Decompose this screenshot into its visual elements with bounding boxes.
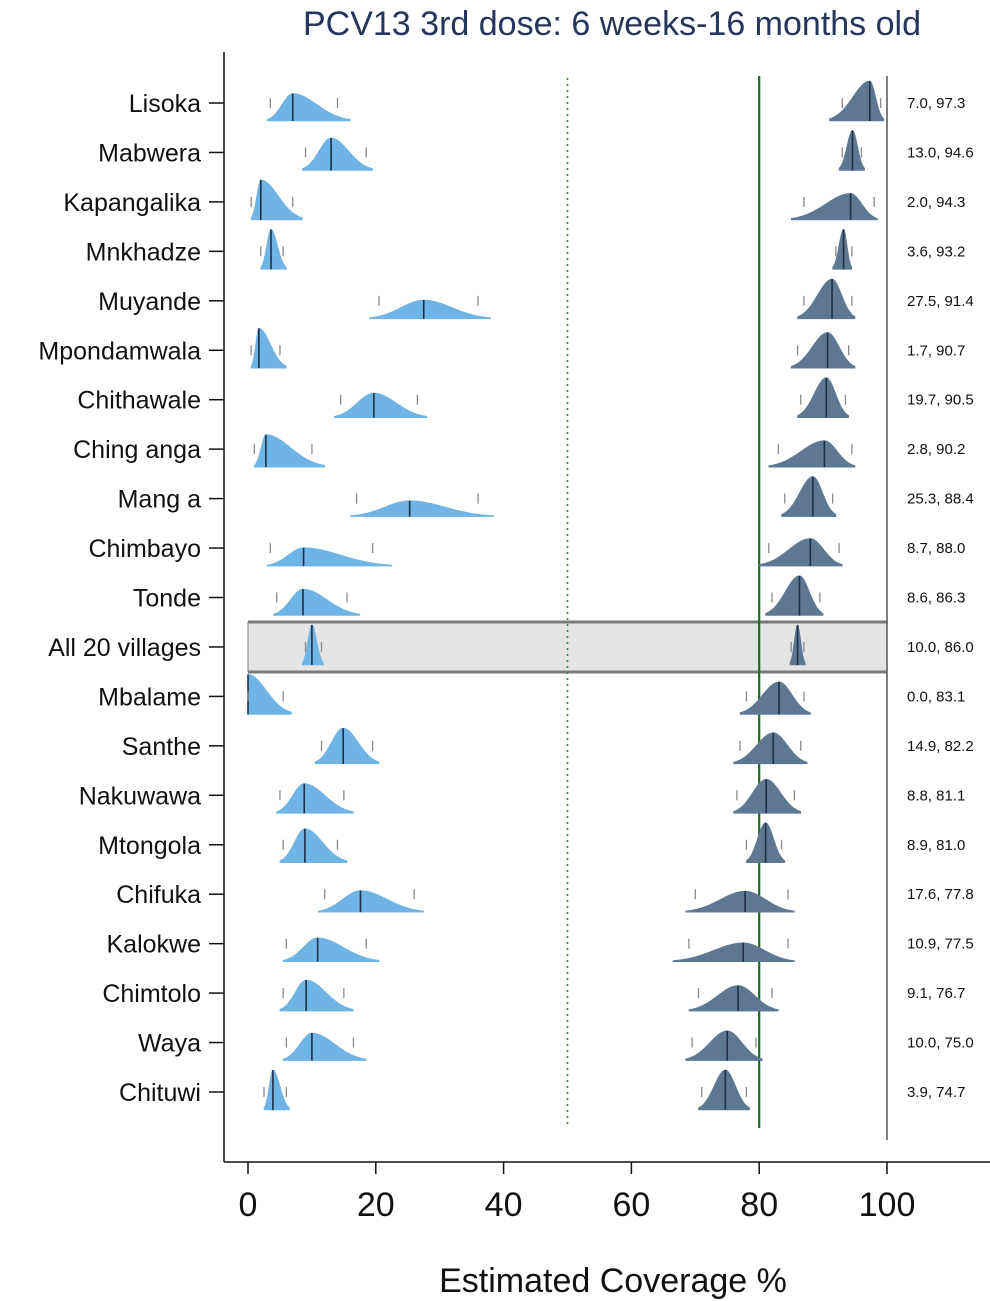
row-value-label: 8.7, 88.0 — [907, 540, 965, 557]
upper-violin — [781, 476, 837, 517]
row-value-label: 2.0, 94.3 — [907, 194, 965, 211]
row-label: Santhe — [122, 733, 201, 761]
lower-violin — [314, 727, 380, 765]
upper-violin — [790, 332, 856, 369]
row-label: Lisoka — [129, 90, 201, 118]
row-label: Waya — [138, 1030, 201, 1058]
lower-violin — [254, 434, 325, 468]
row-value-label: 7.0, 97.3 — [907, 95, 965, 112]
upper-violin — [672, 942, 795, 962]
upper-violin — [768, 440, 856, 468]
x-tick-label: 60 — [612, 1186, 650, 1224]
x-tick-label: 0 — [239, 1186, 258, 1224]
row-label: All 20 villages — [48, 634, 201, 662]
row-value-label: 10.0, 86.0 — [907, 639, 974, 656]
lower-violin — [369, 299, 492, 320]
chart-title: PCV13 3rd dose: 6 weeks-16 months old — [303, 5, 921, 43]
row-value-label: 0.0, 83.1 — [907, 688, 965, 705]
row-value-label: 10.0, 75.0 — [907, 1035, 974, 1052]
x-tick-label: 100 — [859, 1186, 916, 1224]
row-label: Nakuwawa — [79, 782, 201, 810]
lower-violin — [250, 327, 287, 369]
upper-violin — [685, 890, 795, 913]
lower-violin — [247, 674, 292, 715]
lower-violin — [317, 890, 425, 913]
row-value-label: 3.6, 93.2 — [907, 243, 965, 260]
upper-violin — [698, 1069, 750, 1111]
row-value-label: 25.3, 88.4 — [907, 491, 974, 508]
row-value-label: 2.8, 90.2 — [907, 441, 965, 458]
row-label: Mpondamwala — [38, 337, 201, 365]
row-value-label: 27.5, 91.4 — [907, 293, 974, 310]
lower-violin — [279, 828, 348, 864]
lower-violin — [273, 588, 361, 616]
row-value-label: 10.9, 77.5 — [907, 936, 974, 953]
lower-violin — [260, 229, 287, 270]
row-value-label: 17.6, 77.8 — [907, 886, 974, 903]
row-label: Kapangalika — [63, 189, 201, 217]
row-label: Mnkhadze — [86, 238, 201, 266]
row-label: Ching anga — [73, 436, 201, 464]
upper-violin — [758, 538, 843, 567]
x-axis-label: Estimated Coverage % — [439, 1262, 787, 1300]
row-label: Mtongola — [98, 832, 201, 860]
row-value-label: 8.8, 81.1 — [907, 787, 965, 804]
row-value-label: 19.7, 90.5 — [907, 392, 974, 409]
upper-violin — [688, 985, 779, 1012]
row-value-label: 9.1, 76.7 — [907, 985, 965, 1002]
upper-violin — [733, 778, 802, 814]
row-label: Mabwera — [98, 139, 201, 167]
upper-violin — [829, 80, 885, 122]
row-value-label: 3.9, 74.7 — [907, 1084, 965, 1101]
lower-violin — [282, 937, 380, 962]
row-label: Muyande — [98, 288, 201, 316]
upper-violin — [797, 377, 849, 418]
lower-violin — [279, 979, 354, 1012]
row-label: Chimbayo — [88, 535, 201, 563]
row-label: Chimtolo — [102, 980, 201, 1008]
row-label: Kalokwe — [107, 931, 202, 959]
lower-violin — [263, 1069, 290, 1111]
row-label: Mbalame — [98, 683, 201, 711]
row-label: Chithawale — [77, 387, 201, 415]
row-value-label: 14.9, 82.2 — [907, 738, 974, 755]
lower-violin — [333, 392, 428, 418]
row-value-label: 8.9, 81.0 — [907, 837, 965, 854]
lower-violin — [302, 137, 373, 171]
x-tick-label: 20 — [357, 1186, 395, 1224]
upper-violin — [797, 278, 856, 320]
lower-violin — [266, 93, 351, 122]
upper-violin — [733, 732, 808, 765]
lower-violin — [250, 179, 303, 221]
upper-violin — [739, 681, 811, 715]
row-label: Chifuka — [116, 881, 201, 909]
plot-area: 0 20 40 60 80 100 Lisoka 7.0, 97.3 Mabwera 13.0, … — [38, 52, 990, 1224]
row-label: Chituwi — [119, 1079, 201, 1107]
lower-violin — [282, 1032, 367, 1061]
lower-violin — [266, 547, 393, 567]
row-value-label: 8.6, 86.3 — [907, 590, 965, 607]
lower-violin — [302, 624, 324, 666]
row-label: Tonde — [133, 585, 201, 613]
upper-violin — [832, 229, 853, 270]
x-tick-label: 80 — [740, 1186, 778, 1224]
row-value-label: 13.0, 94.6 — [907, 144, 974, 161]
upper-violin — [765, 575, 824, 616]
row-value-label: 1.7, 90.7 — [907, 342, 965, 359]
upper-violin — [685, 1030, 763, 1061]
upper-violin — [790, 193, 878, 221]
x-tick-label: 40 — [485, 1186, 523, 1224]
row-label: Mang a — [118, 486, 201, 514]
lower-violin — [349, 500, 495, 517]
lower-violin — [276, 783, 354, 814]
